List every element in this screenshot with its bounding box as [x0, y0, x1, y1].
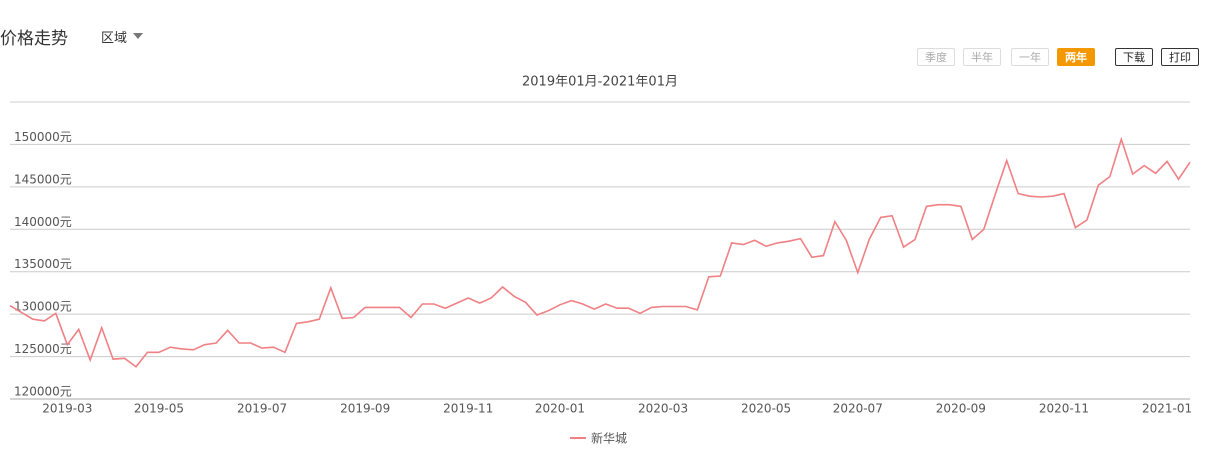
x-tick-label: 2020-11	[1039, 402, 1089, 416]
x-tick-label: 2019-11	[443, 402, 493, 416]
y-tick-label: 150000元	[14, 130, 72, 144]
chart-subtitle: 2019年01月-2021年01月	[522, 75, 678, 90]
x-tick-label: 2019-07	[237, 402, 287, 416]
price-line	[9, 136, 1191, 368]
action-button[interactable]: 打印	[1161, 48, 1199, 66]
x-tick-label: 2019-05	[134, 402, 184, 416]
x-tick-label: 2020-07	[833, 402, 883, 416]
page-title: 价格走势	[0, 29, 68, 49]
period-button[interactable]: 一年	[1011, 48, 1049, 66]
period-button[interactable]: 季度	[917, 48, 955, 66]
x-tick-label: 2020-09	[936, 402, 986, 416]
y-tick-label: 125000元	[14, 342, 72, 356]
x-tick-label: 2020-03	[638, 402, 688, 416]
y-tick-label: 120000元	[14, 385, 72, 399]
x-tick-label: 2020-05	[741, 402, 791, 416]
x-tick-label: 2019-09	[340, 402, 390, 416]
y-tick-label: 130000元	[14, 300, 72, 314]
x-tick-label: 2019-03	[42, 402, 92, 416]
x-tick-label: 2021-01	[1142, 402, 1192, 416]
region-dropdown[interactable]: 区域	[101, 27, 143, 46]
action-button[interactable]: 下载	[1115, 48, 1153, 66]
y-tick-label: 135000元	[14, 257, 72, 271]
x-tick-label: 2020-01	[535, 402, 585, 416]
y-tick-label: 145000元	[14, 172, 72, 186]
period-button[interactable]: 两年	[1057, 48, 1095, 66]
legend-label: 新华城	[591, 431, 627, 446]
y-tick-label: 140000元	[14, 215, 72, 229]
period-button[interactable]: 半年	[963, 48, 1001, 66]
